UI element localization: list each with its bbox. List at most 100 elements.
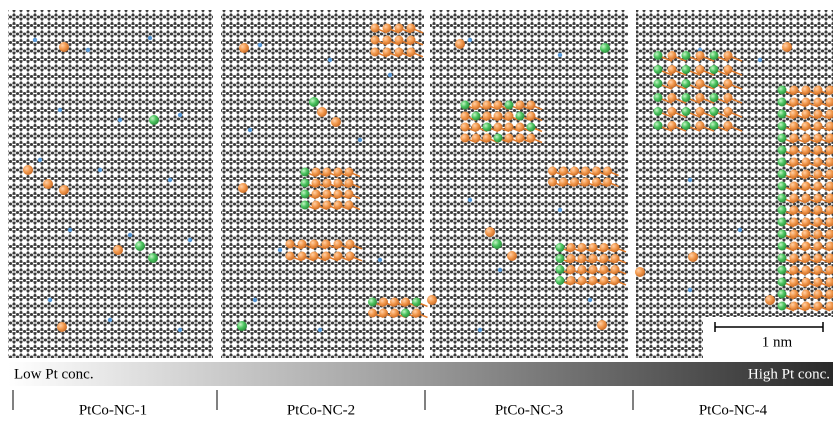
n-atom [118,118,122,122]
pt-atom [814,170,823,179]
co-atom [710,65,719,74]
pt-atom [724,65,733,74]
pt-atom [814,194,823,203]
pt-atom [238,183,248,193]
pt-atom [814,230,823,239]
pt-atom [724,121,733,130]
pt-atom [57,322,67,332]
co-atom [461,101,470,110]
co-atom [149,115,159,125]
pt-atom [322,252,331,261]
pt-atom [505,134,514,143]
pt-atom [310,252,319,261]
pt-atom [802,134,811,143]
pt-atom [317,107,327,117]
pt-atom [814,86,823,95]
pt-atom [472,134,481,143]
n-atom [738,228,742,232]
pt-atom [407,36,416,45]
pt-atom [323,179,332,188]
co-atom [710,79,719,88]
pt-atom [814,146,823,155]
pt-atom [461,112,470,121]
pt-atom [600,243,609,252]
pt-atom [668,93,677,102]
pt-atom [589,265,598,274]
pt-atom [668,65,677,74]
co-atom [778,146,787,155]
pt-atom [802,110,811,119]
co-atom [710,107,719,116]
co-atom [778,254,787,263]
co-atom [412,298,421,307]
co-atom [778,266,787,275]
pt-atom [23,165,33,175]
n-atom [758,58,762,62]
pt-atom [516,101,525,110]
pt-atom [696,107,705,116]
pt-atom [696,93,705,102]
pt-atom [548,167,557,176]
co-atom [778,278,787,287]
co-atom [556,276,565,285]
pt-atom [485,227,495,237]
pt-atom [589,254,598,263]
pt-atom [802,194,811,203]
co-atom [778,86,787,95]
co-atom [301,179,310,188]
pt-atom [814,266,823,275]
pt-atom [814,242,823,251]
pt-atom [790,86,799,95]
panel-label: PtCo-NC-4 [699,402,768,418]
n-atom [468,38,472,42]
pt-atom [578,265,587,274]
co-atom [556,265,565,274]
n-atom [108,318,112,322]
pt-atom [239,43,249,53]
pt-atom [790,290,799,299]
pt-atom [494,101,503,110]
co-atom [492,239,502,249]
pt-atom [802,266,811,275]
pt-atom [724,93,733,102]
pt-atom [600,265,609,274]
co-atom [368,298,377,307]
co-atom [301,201,310,210]
pt-atom [814,110,823,119]
pt-atom [696,51,705,60]
pt-atom [483,134,492,143]
co-atom [505,101,514,110]
pt-atom [802,170,811,179]
co-atom [516,112,525,121]
n-atom [558,53,562,57]
pt-atom [802,254,811,263]
pt-atom [790,182,799,191]
pt-atom [383,36,392,45]
pt-atom [578,276,587,285]
pt-atom [395,36,404,45]
pt-atom [345,190,354,199]
pt-atom [334,201,343,210]
pt-atom [802,122,811,131]
panel-label: PtCo-NC-3 [495,402,563,418]
co-atom [778,242,787,251]
pt-atom [611,254,620,263]
pt-atom [383,48,392,57]
pt-atom [331,117,341,127]
co-atom [301,190,310,199]
pt-atom [483,112,492,121]
co-atom [301,168,310,177]
pt-atom [312,168,321,177]
pt-atom [802,230,811,239]
pt-atom [814,158,823,167]
n-atom [358,138,362,142]
pt-atom [472,101,481,110]
pt-atom [790,146,799,155]
pt-atom [371,36,380,45]
pt-atom [790,242,799,251]
pt-atom [548,178,557,187]
pt-atom [395,48,404,57]
pt-atom [312,201,321,210]
pt-atom [790,122,799,131]
co-atom [600,43,610,53]
